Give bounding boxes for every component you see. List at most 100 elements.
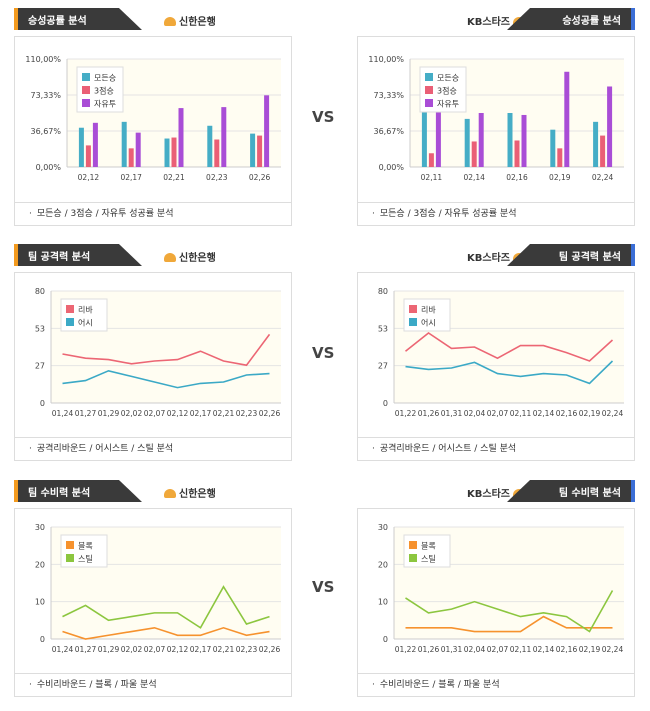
- panel-header: 승성공률 분석 신한은행: [14, 8, 292, 30]
- team-logo-icon: [164, 489, 176, 498]
- bar: [264, 95, 269, 167]
- x-tick-label: 01,24: [52, 409, 74, 418]
- x-tick-label: 02,26: [249, 173, 271, 182]
- x-tick-label: 02,17: [190, 409, 212, 418]
- x-tick-label: 02,17: [120, 173, 142, 182]
- bar: [179, 108, 184, 167]
- legend-swatch: [425, 99, 433, 107]
- x-tick-label: 01,29: [98, 645, 120, 654]
- y-tick-label: 27: [378, 362, 388, 371]
- y-tick-label: 36,67%: [30, 127, 61, 136]
- bar: [479, 113, 484, 167]
- x-tick-label: 01,26: [418, 645, 440, 654]
- x-tick-label: 02,07: [487, 645, 509, 654]
- y-tick-label: 0: [383, 399, 388, 408]
- section-tab[interactable]: 승성공률 분석: [507, 8, 635, 30]
- x-tick-label: 02,14: [463, 173, 485, 182]
- y-tick-label: 10: [35, 598, 45, 607]
- x-tick-label: 02,21: [213, 645, 235, 654]
- panel-header: KB스타즈 승성공률 분석: [357, 8, 635, 30]
- bar: [129, 148, 134, 167]
- x-tick-label: 01,26: [418, 409, 440, 418]
- bar: [465, 119, 470, 167]
- bar: [136, 133, 141, 167]
- y-tick-label: 80: [378, 287, 388, 296]
- section-title: 팀 공격력 분석: [28, 248, 90, 263]
- legend-swatch: [66, 554, 74, 562]
- section-tab[interactable]: 팀 수비력 분석: [507, 480, 635, 502]
- legend-label: 어시: [421, 318, 436, 328]
- section-title: 팀 공격력 분석: [559, 248, 621, 263]
- bar: [515, 140, 520, 167]
- footer-label: 공격리바운드 / 어시스트 / 스틸 분석: [37, 444, 173, 454]
- section-title: 승성공률 분석: [562, 12, 621, 27]
- legend-label: 리바: [78, 305, 93, 315]
- chart-shinhan-success: 0,00% 36,67% 73,33% 110,00% 02,12 02,17 02,21 0…: [15, 37, 291, 202]
- chart-footer: · 모든승 / 3점승 / 자유투 성공률 분석: [357, 203, 635, 226]
- x-tick-label: 02,24: [602, 409, 624, 418]
- footer-label: 수비리바운드 / 블록 / 파울 분석: [37, 680, 157, 690]
- y-tick-label: 73,33%: [30, 91, 61, 100]
- section-tab[interactable]: 승성공률 분석: [14, 8, 142, 30]
- x-tick-label: 01,27: [75, 645, 97, 654]
- legend-label: 모든승: [437, 74, 459, 83]
- bar: [607, 86, 612, 167]
- bar: [122, 122, 127, 167]
- x-tick-label: 01,24: [52, 645, 74, 654]
- panel-kb-offense: KB스타즈 팀 공격력 분석 0 27 53 80 01,22 01,26 01,31 02,…: [357, 244, 635, 461]
- x-tick-label: 02,04: [464, 645, 486, 654]
- y-tick-label: 0,00%: [36, 163, 62, 172]
- x-tick-label: 02,02: [121, 645, 143, 654]
- x-tick-label: 01,22: [395, 409, 417, 418]
- team-label: 신한은행: [179, 17, 216, 28]
- bar: [436, 108, 441, 167]
- y-tick-label: 20: [378, 560, 388, 569]
- legend-swatch: [425, 73, 433, 81]
- bar: [172, 138, 177, 167]
- y-tick-label: 30: [378, 523, 388, 532]
- bar: [93, 123, 98, 167]
- team-label: KB스타즈: [467, 253, 510, 264]
- section-title: 팀 수비력 분석: [28, 484, 90, 499]
- team-label: 신한은행: [179, 253, 216, 264]
- team-logo-icon: [164, 17, 176, 26]
- legend-swatch: [66, 305, 74, 313]
- bar: [257, 136, 262, 167]
- x-tick-label: 02,11: [421, 173, 443, 182]
- chart-kb-defense: 010203001,22 01,26 01,31 02,04 02,07 02,11 02,…: [358, 509, 634, 673]
- legend-swatch: [409, 305, 417, 313]
- x-tick-label: 01,31: [441, 409, 463, 418]
- x-tick-label: 02,26: [259, 409, 281, 418]
- bar: [564, 72, 569, 167]
- panel-kb-defense: KB스타즈 팀 수비력 분석 0 10 20 30 01,22 01,26 01,31 02,…: [357, 480, 635, 697]
- panel-shinhan-offense: 팀 공격력 분석 신한은행 0 27 53 80 01,24 01,27 01,29 02,0…: [14, 244, 292, 461]
- section-tab[interactable]: 팀 공격력 분석: [507, 244, 635, 266]
- x-tick-label: 02,16: [556, 409, 578, 418]
- vs-label: VS: [312, 108, 334, 126]
- chart-kb-success: 0,00% 36,67% 73,33% 110,00% 02,11 02,14 02,16 0…: [358, 37, 634, 202]
- y-tick-label: 27: [35, 362, 45, 371]
- x-tick-label: 02,17: [190, 645, 212, 654]
- footer-label: 모든승 / 3점승 / 자유투 성공률 분석: [380, 209, 517, 219]
- x-tick-label: 02,12: [167, 409, 189, 418]
- x-tick-label: 02,14: [533, 409, 555, 418]
- legend-label: 블록: [421, 541, 436, 551]
- legend-label: 블록: [78, 541, 93, 551]
- x-tick-label: 02,07: [487, 409, 509, 418]
- legend-swatch: [409, 318, 417, 326]
- legend-swatch: [82, 99, 90, 107]
- section-tab[interactable]: 팀 수비력 분석: [14, 480, 142, 502]
- x-tick-label: 01,31: [441, 645, 463, 654]
- team-label: KB스타즈: [467, 17, 510, 28]
- section-tab[interactable]: 팀 공격력 분석: [14, 244, 142, 266]
- team-label: KB스타즈: [467, 489, 510, 500]
- x-tick-label: 02,23: [236, 409, 258, 418]
- y-tick-label: 53: [35, 324, 45, 333]
- y-tick-label: 0: [383, 635, 388, 644]
- bar: [250, 134, 255, 167]
- chart-footer: · 공격리바운드 / 어시스트 / 스틸 분석: [357, 438, 635, 461]
- y-tick-label: 80: [35, 287, 45, 296]
- legend-label: 자유투: [94, 100, 116, 109]
